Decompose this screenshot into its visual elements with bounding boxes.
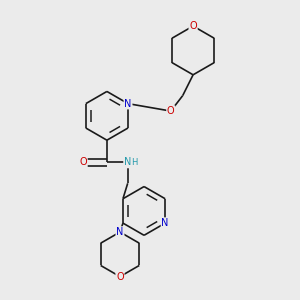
Text: N: N (124, 99, 132, 109)
Text: N: N (124, 158, 131, 167)
Text: O: O (79, 158, 87, 167)
Text: O: O (167, 106, 175, 116)
Text: O: O (116, 272, 124, 282)
Text: H: H (131, 158, 138, 167)
Text: N: N (116, 227, 124, 237)
Text: N: N (161, 218, 169, 228)
Text: O: O (189, 21, 197, 31)
